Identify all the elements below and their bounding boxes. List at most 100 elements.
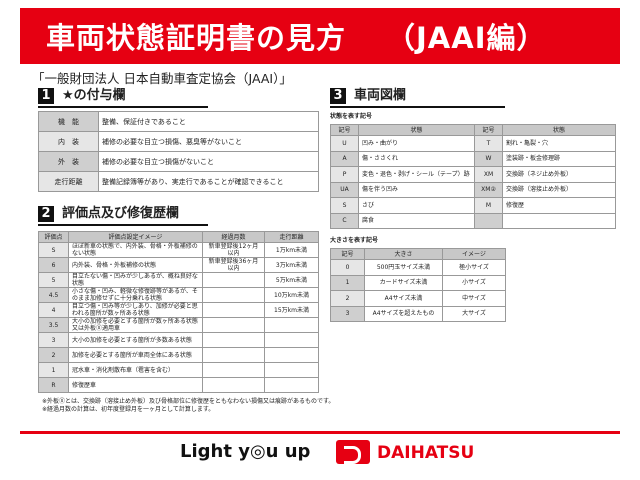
table-cell <box>264 347 319 363</box>
section-2-heading: 2 評価点及び修復歴欄 <box>38 206 208 226</box>
table-row: U 凹み・曲がり T 割れ・亀裂・穴 <box>330 135 616 152</box>
state-symbols-table: 記号 状態 記号 状態 U 凹み・曲がり T 割れ・亀裂・穴 A 傷・ささくれ W 塗装跡・板金修理跡… <box>330 124 616 229</box>
table-cell: 凹み・曲がり <box>358 135 475 152</box>
table-row: 4 目立つ傷・凹み等が少しあり、加修が必要と思われる箇所が数ヶ所ある状態 15万km… <box>38 302 319 318</box>
table-row: 機 能整備、保証付きであること <box>38 111 319 132</box>
table-cell: 交換跡（溶接止め外板） <box>502 181 616 198</box>
table-cell: A4サイズを超えたもの <box>364 305 443 322</box>
section-1-heading: 1 ★の付与欄 <box>38 88 208 108</box>
table-row: 3 A4サイズを超えたもの 大サイズ <box>330 305 506 322</box>
notes: ※外板Ⓧとは、交換跡（溶接止め外板）及び骨格部位に修復歴をともなわない損傷又は痕… <box>38 398 334 414</box>
table-cell: A <box>330 150 359 167</box>
table-cell <box>264 332 319 348</box>
size-symbols-table: 記号 大きさ イメージ 0 500円玉サイズ未満 極小サイズ 1 カードサイズ未満 小サイズ 2 A… <box>330 248 506 322</box>
table-cell: 加修を必要とする箇所が車両全体にある状態 <box>68 347 203 363</box>
table-cell: XM <box>474 166 503 183</box>
table-row: 3.5 大小の加修を必要とする箇所が数ヶ所ある状態又は外板Ⓧ適用車 <box>38 317 319 333</box>
table-cell <box>502 212 616 229</box>
table-cell: UA <box>330 181 359 198</box>
page-title: 車両状態証明書の見方 <box>46 21 347 55</box>
table-cell: M <box>474 197 503 214</box>
table-row: 5 目立たない傷・凹みが少しあるが、概ね良好な状態 5万km未満 <box>38 272 319 288</box>
table-cell: 交換跡（ネジ止め外板） <box>502 166 616 183</box>
table-cell: 修復歴 <box>502 197 616 214</box>
column-header: 状態 <box>358 124 475 136</box>
table-cell: カードサイズ未満 <box>364 274 443 291</box>
table-cell: 変色・退色・剥げ・シール（テープ）跡 <box>358 166 475 183</box>
daihatsu-logo-icon <box>336 440 370 464</box>
column-header: 記号 <box>330 248 365 260</box>
table-row: 内 装補修の必要な目立つ損傷、悪臭等がないこと <box>38 131 319 152</box>
table-cell: 大サイズ <box>442 305 506 322</box>
table-cell: 5万km未満 <box>264 272 319 288</box>
table-row: C 腐食 <box>330 212 616 229</box>
table-cell: 500円玉サイズ未満 <box>364 259 443 276</box>
table-cell: 4.5 <box>38 287 69 303</box>
table-cell: 0 <box>330 259 365 276</box>
table-row: R 修復歴車 <box>38 377 319 393</box>
table-row: S さび M 修復歴 <box>330 197 616 214</box>
table-cell: 整備記録簿等があり、実走行であることが確認できること <box>98 171 319 192</box>
section-number: 2 <box>38 206 54 222</box>
left-column: 1 ★の付与欄 機 能整備、保証付きであること内 装補修の必要な目立つ損傷、悪臭等… <box>38 88 334 414</box>
slogan-logo: Light y◎u up <box>180 441 311 462</box>
column-header: 記号 <box>330 124 359 136</box>
table-cell <box>202 332 265 348</box>
table-cell: 機 能 <box>38 111 99 132</box>
table-cell: 走行距離 <box>38 171 99 192</box>
table-cell <box>264 317 319 333</box>
table-cell <box>202 317 265 333</box>
table-cell <box>264 362 319 378</box>
footer-divider <box>20 431 620 434</box>
state-symbols-label: 状態を表す記号 <box>330 113 373 120</box>
table-cell: 外 装 <box>38 151 99 172</box>
table-row: P 変色・退色・剥げ・シール（テープ）跡 XM 交換跡（ネジ止め外板） <box>330 166 616 183</box>
column-header: 大きさ <box>364 248 443 260</box>
table-cell <box>202 302 265 318</box>
table-cell: 小さな傷・凹み、軽微な修復跡等があるが、そのまま加修せずに十分乗れる状態 <box>68 287 203 303</box>
note: ※外板Ⓧとは、交換跡（溶接止め外板）及び骨格部位に修復歴をともなわない損傷又は痕… <box>42 398 335 405</box>
table-row: 1 カードサイズ未満 小サイズ <box>330 274 506 291</box>
table-row: A 傷・ささくれ W 塗装跡・板金修理跡 <box>330 150 616 167</box>
table-cell <box>474 212 503 229</box>
table-cell: P <box>330 166 359 183</box>
table-cell: U <box>330 135 359 152</box>
table-cell: 1 <box>330 274 365 291</box>
table-cell: W <box>474 150 503 167</box>
table-cell: 大小の加修を必要とする箇所が多数ある状態 <box>68 332 203 348</box>
table-cell: 小サイズ <box>442 274 506 291</box>
column-header: イメージ <box>442 248 506 260</box>
section-number: 3 <box>330 88 346 104</box>
column-header: 経過月数 <box>202 231 265 243</box>
table-cell: 4 <box>38 302 69 318</box>
table-cell: T <box>474 135 503 152</box>
column-header: 評価点設定イメージ <box>68 231 203 243</box>
table-row: 1 冠水車・消化剤散布車（雹害を含む） <box>38 362 319 378</box>
table-row: 6 内外装、骨格・外板補修の状態 新車登録後36ヶ月以内 3万km未満 <box>38 257 319 273</box>
table-cell: 傷を伴う凹み <box>358 181 475 198</box>
table-cell: 新車登録後12ヶ月以内 <box>202 242 265 258</box>
table-row: 0 500円玉サイズ未満 極小サイズ <box>330 259 506 276</box>
table-cell: 補修の必要な目立つ損傷がないこと <box>98 151 319 172</box>
page-subtitle: （JAAI編） <box>386 21 547 55</box>
table-cell: 大小の加修を必要とする箇所が数ヶ所ある状態又は外板Ⓧ適用車 <box>68 317 203 333</box>
table-cell: 極小サイズ <box>442 259 506 276</box>
brand-name: DAIHATSU <box>377 443 475 463</box>
table-cell: 3 <box>330 305 365 322</box>
size-symbols-label: 大きさを表す記号 <box>330 237 379 244</box>
table-cell: XM② <box>474 181 503 198</box>
table-cell: 1 <box>38 362 69 378</box>
table-cell: 割れ・亀裂・穴 <box>502 135 616 152</box>
table-row: 4.5 小さな傷・凹み、軽微な修復跡等があるが、そのまま加修せずに十分乗れる状態 1… <box>38 287 319 303</box>
note: ※経過月数の計算は、初年度登録月を一ヶ月として計算します。 <box>42 406 215 413</box>
table-cell: 1万km未満 <box>264 242 319 258</box>
table-cell: 目立たない傷・凹みが少しあるが、概ね良好な状態 <box>68 272 203 288</box>
section-3-heading: 3 車両図欄 <box>330 88 505 108</box>
star-table: 機 能整備、保証付きであること内 装補修の必要な目立つ損傷、悪臭等がないこと外 … <box>38 111 319 192</box>
table-cell: 整備、保証付きであること <box>98 111 319 132</box>
table-cell: ほぼ新車の状態で、内外装、骨格・外板補修のない状態 <box>68 242 203 258</box>
table-cell: 補修の必要な目立つ損傷、悪臭等がないこと <box>98 131 319 152</box>
table-cell: 中サイズ <box>442 290 506 307</box>
table-cell: A4サイズ未満 <box>364 290 443 307</box>
table-cell: 3 <box>38 332 69 348</box>
